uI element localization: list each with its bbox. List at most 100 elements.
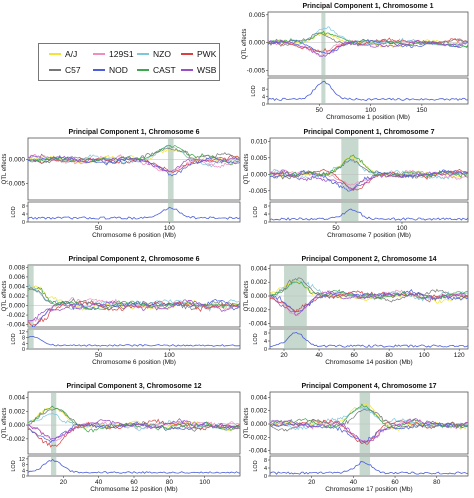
qtl-interval-band-lod xyxy=(341,202,359,222)
effects-plot-frame xyxy=(27,137,241,201)
legend-item-nod: NOD xyxy=(93,64,128,75)
qtl-interval-band xyxy=(167,138,174,200)
effect-line-nod xyxy=(268,38,468,55)
panel-title: Principal Component 3, Chromosome 12 xyxy=(67,383,202,390)
lod-tick-label: 4 xyxy=(264,212,267,218)
x-tick-label: 50 xyxy=(332,225,340,232)
x-tick-label: 120 xyxy=(454,352,465,359)
effect-line-wsb xyxy=(270,418,468,443)
panel-title: Principal Component 1, Chromosome 6 xyxy=(68,129,199,136)
y-axis-label: QTL effects xyxy=(244,154,250,185)
legend-item-cast: CAST xyxy=(137,64,176,75)
x-tick-label: 80 xyxy=(386,352,394,359)
legend-label-129s1: 129S1 xyxy=(109,48,134,59)
x-axis-label: Chromosome 6 position (Mb) xyxy=(92,232,176,239)
y-tick-label: 0.000 xyxy=(9,156,26,163)
lod-tick-label: 12 xyxy=(19,330,25,336)
y-tick-label: 0.002 xyxy=(9,408,26,415)
legend-label-nzo: NZO xyxy=(153,48,171,59)
lod-plot-frame xyxy=(267,77,469,105)
y-axis-label: QTL effects xyxy=(244,408,250,439)
lod-curve xyxy=(27,206,241,220)
lod-tick-label: 8 xyxy=(264,331,267,337)
legend-swatch-aj xyxy=(49,52,61,55)
y-axis-label: QTL effects xyxy=(2,154,8,185)
legend-label-aj: A/J xyxy=(65,48,78,59)
effect-lines xyxy=(28,405,240,448)
panel-6: Principal Component 3, Chromosome 12 -0.0… xyxy=(2,383,241,493)
lod-tick-label: 4 xyxy=(22,341,25,347)
lod-tick-label: 4 xyxy=(264,466,267,472)
legend-swatch-wsb xyxy=(181,68,193,71)
panel-5: Principal Component 2, Chromosome 14 -0.0… xyxy=(244,256,469,366)
lod-tick-label: 4 xyxy=(22,468,25,474)
y-axis-label: QTL effects xyxy=(2,281,8,312)
lod-tick-label: 0 xyxy=(22,347,25,353)
lod-curve xyxy=(269,461,469,475)
panel-2: Principal Component 1, Chromosome 6 -0.00… xyxy=(2,129,241,239)
y-tick-label: 0.006 xyxy=(9,274,26,281)
effect-line-wsb xyxy=(28,418,240,441)
lod-plot-frame xyxy=(269,328,469,350)
x-axis-label: Chromosome 12 position (Mb) xyxy=(90,486,177,493)
lod-axis-label: LOD xyxy=(251,85,257,96)
lod-axis-label: LOD xyxy=(253,460,259,471)
effect-line-pwk xyxy=(270,290,468,313)
effect-lines xyxy=(268,26,468,57)
y-tick-label: 0.004 xyxy=(251,265,268,272)
y-tick-label: 0.010 xyxy=(251,138,268,145)
lod-tick-label: 4 xyxy=(262,95,265,101)
x-tick-label: 100 xyxy=(365,107,376,114)
x-tick-label: 100 xyxy=(419,352,430,359)
lod-curve xyxy=(27,335,241,347)
y-tick-label: -0.002 xyxy=(7,312,26,319)
lod-curve xyxy=(269,331,469,348)
y-tick-label: -0.004 xyxy=(249,321,268,328)
y-tick-label: 0.000 xyxy=(9,303,26,310)
x-tick-label: 50 xyxy=(316,107,324,114)
legend-swatch-c57 xyxy=(49,68,61,71)
x-tick-label: 60 xyxy=(391,479,399,486)
lod-axis-label: LOD xyxy=(11,206,17,217)
legend-swatch-pwk xyxy=(181,52,193,55)
lod-tick-label: 0 xyxy=(264,347,267,353)
x-tick-label: 50 xyxy=(95,352,103,359)
y-tick-label: 0.004 xyxy=(251,394,268,401)
effect-lines xyxy=(270,402,468,445)
x-axis-label: Chromosome 7 position (Mb) xyxy=(327,232,411,239)
legend-item-aj: A/J xyxy=(49,48,77,59)
y-tick-label: 0.002 xyxy=(9,293,26,300)
effect-line-wsb xyxy=(270,169,468,190)
y-tick-label: -0.005 xyxy=(249,188,268,195)
y-tick-label: -0.004 xyxy=(249,448,268,455)
qtl-interval-band-lod xyxy=(359,456,371,476)
qtl-interval-band xyxy=(321,12,326,76)
effect-lines xyxy=(270,154,468,192)
effect-line-pwk xyxy=(270,168,468,191)
legend-label-cast: CAST xyxy=(153,64,176,75)
y-tick-label: 0.000 xyxy=(9,422,26,429)
effect-line-cast xyxy=(270,281,468,301)
lod-curve xyxy=(267,80,469,102)
qtl-interval-band xyxy=(50,392,57,454)
effect-line-cast xyxy=(270,154,468,178)
effect-lines xyxy=(28,144,240,177)
y-tick-label: 0.002 xyxy=(251,279,268,286)
qtl-interval-band xyxy=(359,392,371,454)
legend-swatch-nzo xyxy=(137,52,149,55)
lod-tick-label: 0 xyxy=(22,220,25,226)
x-tick-label: 100 xyxy=(199,479,210,486)
legend-label-wsb: WSB xyxy=(197,64,217,75)
effect-line-wsb xyxy=(268,39,468,57)
effect-line-c57 xyxy=(270,277,468,303)
x-tick-label: 40 xyxy=(315,352,323,359)
lod-curve xyxy=(27,458,241,474)
legend-item-129s1: 129S1 xyxy=(93,48,134,59)
legend-label-nod: NOD xyxy=(109,64,128,75)
panel-title: Principal Component 1, Chromosome 7 xyxy=(303,129,434,136)
legend-swatch-cast xyxy=(137,68,149,71)
panel-3: Principal Component 1, Chromosome 7 -0.00… xyxy=(244,129,469,239)
legend-swatch-nod xyxy=(93,68,105,71)
y-tick-label: 0.000 xyxy=(251,171,268,178)
